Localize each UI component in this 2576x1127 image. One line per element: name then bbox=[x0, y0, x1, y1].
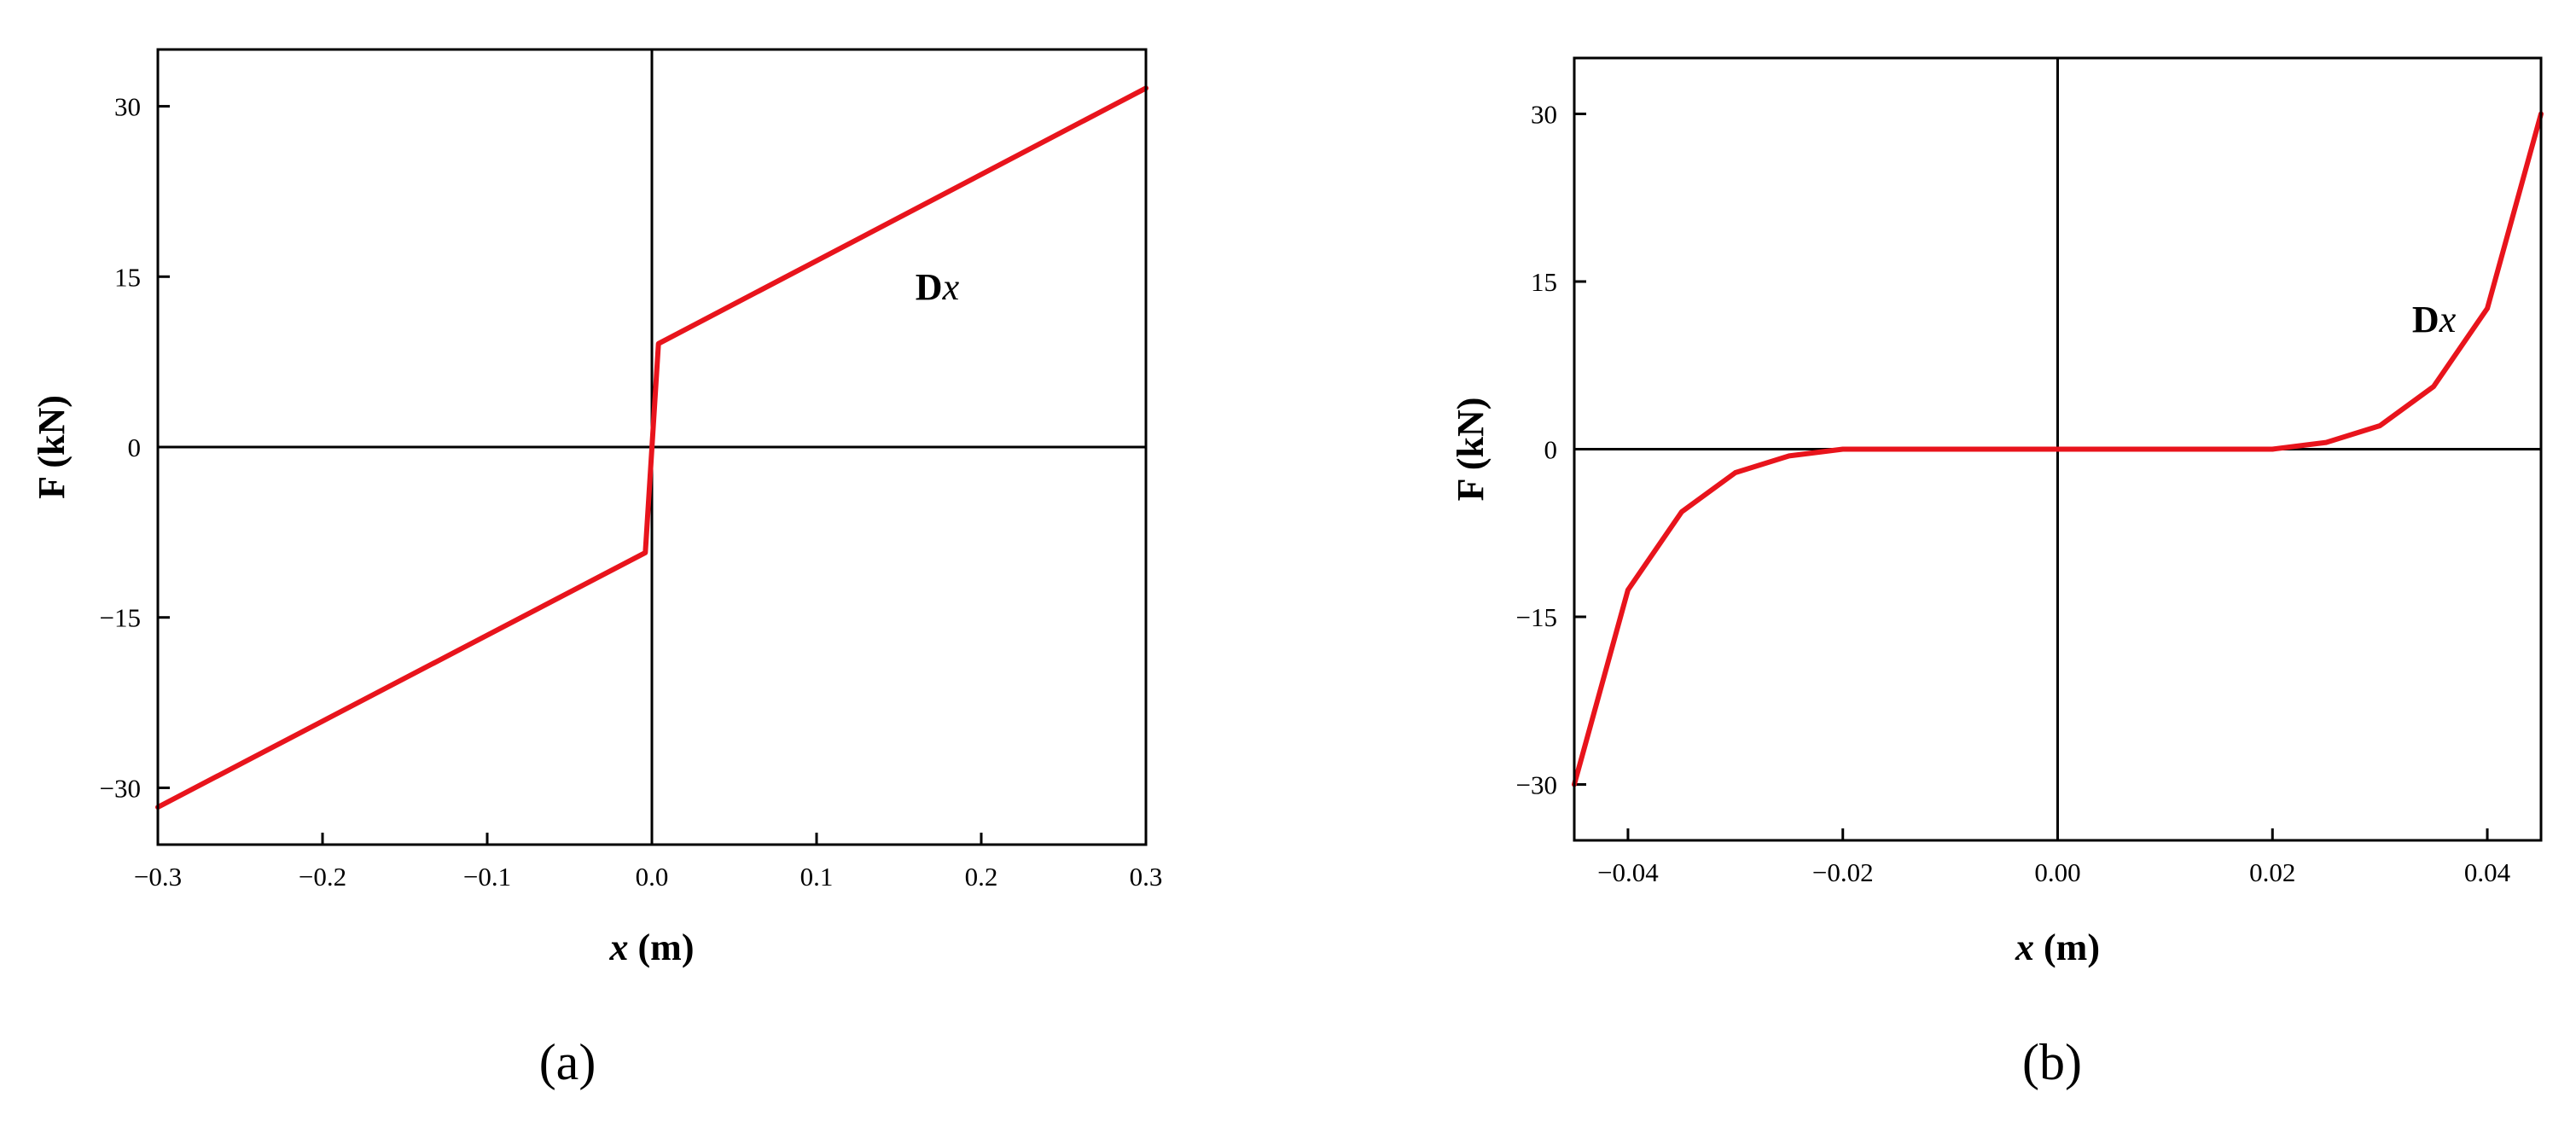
plot-frame bbox=[156, 48, 1148, 846]
annotation-italic: x bbox=[942, 266, 960, 308]
x-tick-label: 0.3 bbox=[1130, 862, 1163, 892]
y-tick-label: −30 bbox=[100, 773, 141, 803]
y-tick-label: 0 bbox=[128, 433, 142, 462]
panel-label-a: (a) bbox=[539, 1034, 596, 1090]
x-tick-label: −0.2 bbox=[299, 862, 346, 892]
y-tick-label: −15 bbox=[100, 603, 141, 633]
x-tick-label: −0.3 bbox=[134, 862, 182, 892]
annotation-italic: x bbox=[2439, 299, 2457, 340]
x-axis-unit: (m) bbox=[629, 927, 695, 968]
x-tick-label: 0.2 bbox=[965, 862, 998, 892]
y-axis-title: F (kN) bbox=[31, 395, 73, 499]
series-annotation: Dx bbox=[916, 266, 960, 308]
y-axis-title: F (kN) bbox=[1450, 398, 1492, 502]
plot-frame bbox=[1573, 56, 2543, 842]
y-tick-label: −30 bbox=[1516, 770, 1557, 800]
x-tick-label: 0.00 bbox=[2034, 857, 2080, 887]
x-axis-title: x (m) bbox=[609, 927, 695, 968]
y-tick-label: 0 bbox=[1544, 435, 1558, 465]
y-tick-label: 30 bbox=[1531, 100, 1557, 130]
series-annotation: Dx bbox=[2412, 299, 2457, 340]
x-tick-label: 0.0 bbox=[636, 862, 669, 892]
x-axis-variable: x bbox=[2015, 927, 2034, 968]
x-axis-unit: (m) bbox=[2034, 927, 2100, 968]
x-axis-title: x (m) bbox=[2015, 927, 2100, 968]
x-tick-label: 0.04 bbox=[2464, 857, 2511, 887]
x-tick-label: −0.1 bbox=[463, 862, 511, 892]
x-tick-label: −0.02 bbox=[1812, 857, 1874, 887]
y-tick-label: 15 bbox=[1531, 267, 1557, 297]
x-tick-label: −0.04 bbox=[1597, 857, 1659, 887]
x-tick-label: 0.1 bbox=[800, 862, 834, 892]
panel-label-b: (b) bbox=[2022, 1034, 2082, 1090]
y-tick-label: 30 bbox=[114, 92, 141, 122]
y-tick-label: 15 bbox=[114, 262, 141, 292]
annotation-bold: D bbox=[2412, 299, 2439, 340]
annotation-bold: D bbox=[916, 266, 943, 308]
x-tick-label: 0.02 bbox=[2249, 857, 2295, 887]
y-tick-label: −15 bbox=[1516, 602, 1557, 632]
series-line-0 bbox=[1572, 111, 2544, 787]
x-axis-variable: x bbox=[609, 927, 629, 968]
series-line-0 bbox=[155, 85, 1148, 810]
